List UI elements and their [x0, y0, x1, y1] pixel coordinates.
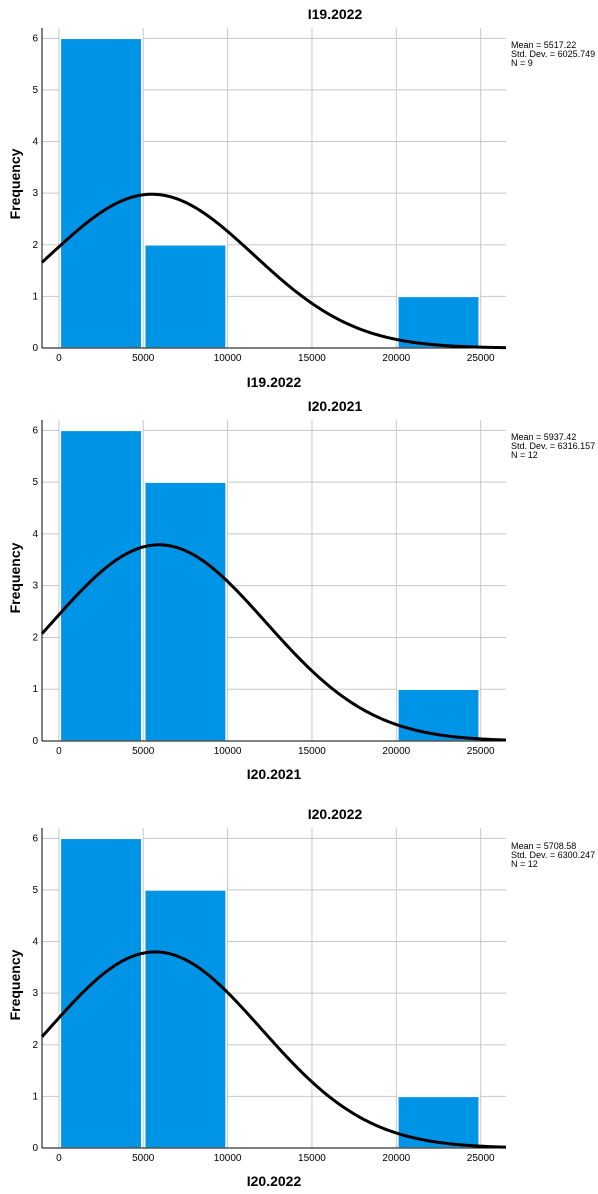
y-tick-label: 5 — [32, 885, 38, 896]
y-tick-label: 1 — [32, 1091, 38, 1102]
x-tick-label: 10000 — [214, 353, 242, 364]
stat-mean: Mean = 5517.22 — [511, 40, 576, 50]
stat-std-dev: Std. Dev. = 6316.157 — [511, 441, 595, 451]
normal-curve — [40, 192, 507, 350]
y-tick-label: 5 — [32, 477, 38, 488]
y-axis-label: Frequency — [7, 542, 23, 613]
histogram-bar — [59, 429, 143, 742]
x-tick-label: 5000 — [132, 1153, 155, 1164]
stat-std-dev: Std. Dev. = 6025.749 — [511, 49, 595, 59]
y-tick-label: 0 — [32, 1143, 38, 1154]
x-axis-label: I20.2021 — [247, 766, 302, 782]
y-tick-label: 5 — [32, 85, 38, 96]
y-tick-label: 3 — [32, 581, 38, 592]
x-tick-label: 25000 — [467, 1153, 495, 1164]
y-tick-label: 6 — [32, 833, 38, 844]
x-tick-label: 25000 — [467, 746, 495, 757]
histogram-bar — [143, 481, 227, 742]
chart-title: I20.2021 — [308, 398, 363, 414]
x-tick-label: 15000 — [298, 746, 326, 757]
stat-n: N = 9 — [511, 58, 533, 68]
x-tick-label: 10000 — [214, 1153, 242, 1164]
histogram-bar — [397, 688, 480, 742]
histogram-bar — [143, 889, 227, 1149]
x-tick-label: 0 — [56, 1153, 62, 1164]
y-tick-label: 3 — [32, 988, 38, 999]
x-axis-label: I19.2022 — [247, 374, 302, 390]
chart-title: I19.2022 — [308, 6, 363, 22]
x-tick-label: 25000 — [467, 353, 495, 364]
x-tick-label: 10000 — [214, 746, 242, 757]
plot-area: 0 1 2 3 4 5 6 0 5000 10000 15000 20000 25000 — [32, 28, 507, 364]
chart-3: I20.2022 Frequency I20.2022 Mean = 5708.… — [7, 806, 595, 1189]
x-axis-label: I20.2022 — [247, 1173, 302, 1189]
x-tick-label: 5000 — [132, 746, 155, 757]
plot-area: 0 1 2 3 4 5 6 0 5000 10000 15000 20000 25000 — [32, 420, 507, 757]
y-axis-label: Frequency — [7, 148, 23, 219]
x-tick-label: 15000 — [298, 353, 326, 364]
chart-2: I20.2021 Frequency I20.2021 Mean = 5937.… — [7, 398, 595, 782]
histogram-bar — [397, 1095, 480, 1149]
y-tick-label: 0 — [32, 343, 38, 354]
histogram-bar — [59, 37, 143, 349]
x-tick-label: 5000 — [132, 353, 155, 364]
normal-curve — [40, 950, 507, 1149]
stat-n: N = 12 — [511, 859, 538, 869]
stat-n: N = 12 — [511, 450, 538, 460]
stat-mean: Mean = 5937.42 — [511, 432, 576, 442]
histogram-bar — [143, 244, 227, 349]
y-tick-label: 4 — [32, 137, 38, 148]
y-tick-label: 2 — [32, 632, 38, 643]
y-tick-label: 6 — [32, 33, 38, 44]
y-tick-label: 1 — [32, 684, 38, 695]
y-tick-label: 0 — [32, 736, 38, 747]
y-tick-label: 6 — [32, 425, 38, 436]
y-tick-label: 4 — [32, 937, 38, 948]
y-axis-label: Frequency — [7, 949, 23, 1020]
y-tick-label: 3 — [32, 188, 38, 199]
normal-curve — [40, 543, 507, 742]
x-tick-label: 20000 — [382, 746, 410, 757]
y-tick-label: 2 — [32, 240, 38, 251]
chart-1: I19.2022 Frequency I19.2022 Mean = 5517.… — [7, 6, 595, 390]
chart-title: I20.2022 — [308, 806, 363, 822]
x-tick-label: 0 — [56, 353, 62, 364]
x-tick-label: 20000 — [382, 1153, 410, 1164]
x-tick-label: 20000 — [382, 353, 410, 364]
y-tick-label: 1 — [32, 291, 38, 302]
y-tick-label: 2 — [32, 1040, 38, 1051]
y-tick-label: 4 — [32, 529, 38, 540]
histogram-bar — [397, 295, 480, 349]
stat-mean: Mean = 5708.58 — [511, 841, 576, 851]
x-tick-label: 15000 — [298, 1153, 326, 1164]
histogram-bar — [59, 837, 143, 1149]
x-tick-label: 0 — [56, 746, 62, 757]
stat-std-dev: Std. Dev. = 6300.247 — [511, 850, 595, 860]
plot-area: 0 1 2 3 4 5 6 0 5000 10000 15000 20000 25000 — [32, 828, 507, 1164]
